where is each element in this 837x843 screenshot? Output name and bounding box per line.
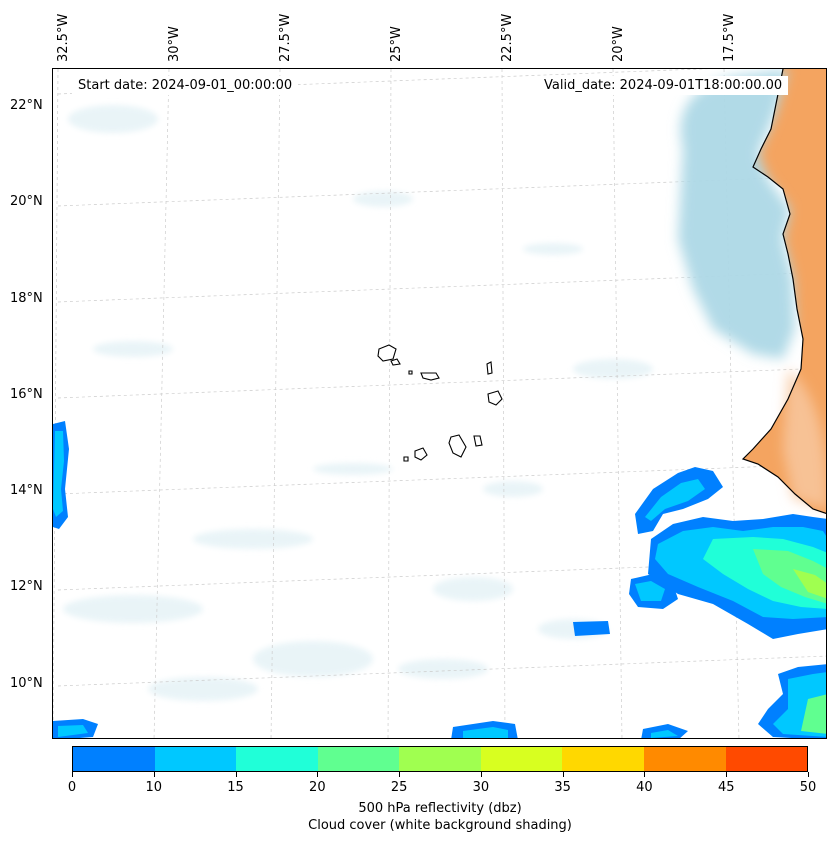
- lat-label-12n: 12°N: [10, 579, 43, 594]
- lon-label-17-5w: 17.5°W: [722, 13, 737, 62]
- colorbar-tick: [480, 772, 482, 777]
- colorbar-tick: [726, 772, 728, 777]
- colorbar-tick-label: 20: [309, 780, 326, 795]
- colorbar-tick-label: 45: [717, 780, 735, 795]
- colorbar-segment: [236, 747, 318, 771]
- lat-label-18n: 18°N: [10, 291, 43, 306]
- lon-label-30w: 30°W: [167, 26, 182, 62]
- colorbar-tick-label: 0: [67, 780, 77, 795]
- lon-label-27-5w: 27.5°W: [278, 13, 293, 62]
- colorbar-tick: [644, 772, 646, 777]
- colorbar-tick-label: 40: [636, 780, 653, 795]
- reflectivity-cells: [53, 421, 826, 738]
- valid-date-label: Valid_date: 2024-09-01T18:00:00.00: [538, 76, 789, 95]
- colorbar-tick: [153, 772, 155, 777]
- colorbar-segment: [725, 747, 808, 771]
- lat-label-16n: 16°N: [10, 387, 43, 402]
- colorbar-segment: [562, 747, 644, 771]
- africa-coastline: [741, 69, 826, 514]
- colorbar-segment: [73, 747, 155, 771]
- colorbar-segment: [154, 747, 237, 771]
- colorbar-tick-label: 30: [472, 780, 490, 795]
- colorbar-tick: [72, 772, 73, 777]
- faint-cloud-cover: [63, 105, 653, 701]
- colorbar-segment: [643, 747, 726, 771]
- lat-label-10n: 10°N: [10, 676, 43, 691]
- start-date-label: Start date: 2024-09-01_00:00:00: [72, 76, 299, 95]
- lon-label-32-5w: 32.5°W: [56, 13, 71, 62]
- lon-label-20w: 20°W: [611, 26, 626, 62]
- colorbar-tick-label: 25: [390, 780, 408, 795]
- colorbar-segment: [480, 747, 563, 771]
- colorbar-tick: [317, 772, 319, 777]
- colorbar-tick-label: 35: [554, 780, 571, 795]
- colorbar: [72, 746, 808, 772]
- colorbar-tick: [399, 772, 401, 777]
- colorbar-segment: [399, 747, 481, 771]
- colorbar-tick-label: 10: [145, 780, 163, 795]
- lat-label-22n: 22°N: [10, 98, 43, 113]
- lat-label-14n: 14°N: [10, 483, 43, 498]
- colorbar-tick: [235, 772, 237, 777]
- colorbar-tick-label: 15: [227, 780, 244, 795]
- lon-label-25w: 25°W: [389, 26, 404, 62]
- colorbar-tick: [562, 772, 564, 777]
- map-area: [52, 68, 827, 739]
- coastal-cloud-band: [678, 69, 826, 509]
- lon-label-22-5w: 22.5°W: [500, 13, 515, 62]
- colorbar-label-cloud-cover: Cloud cover (white background shading): [308, 818, 572, 833]
- colorbar-label-reflectivity: 500 hPa reflectivity (dbz): [358, 801, 522, 816]
- colorbar-tick: [808, 772, 809, 777]
- map-canvas: [53, 69, 826, 738]
- colorbar-tick-label: 50: [799, 780, 817, 795]
- colorbar-segment: [317, 747, 400, 771]
- lat-label-20n: 20°N: [10, 194, 43, 209]
- cape-verde-islands: [377, 344, 503, 462]
